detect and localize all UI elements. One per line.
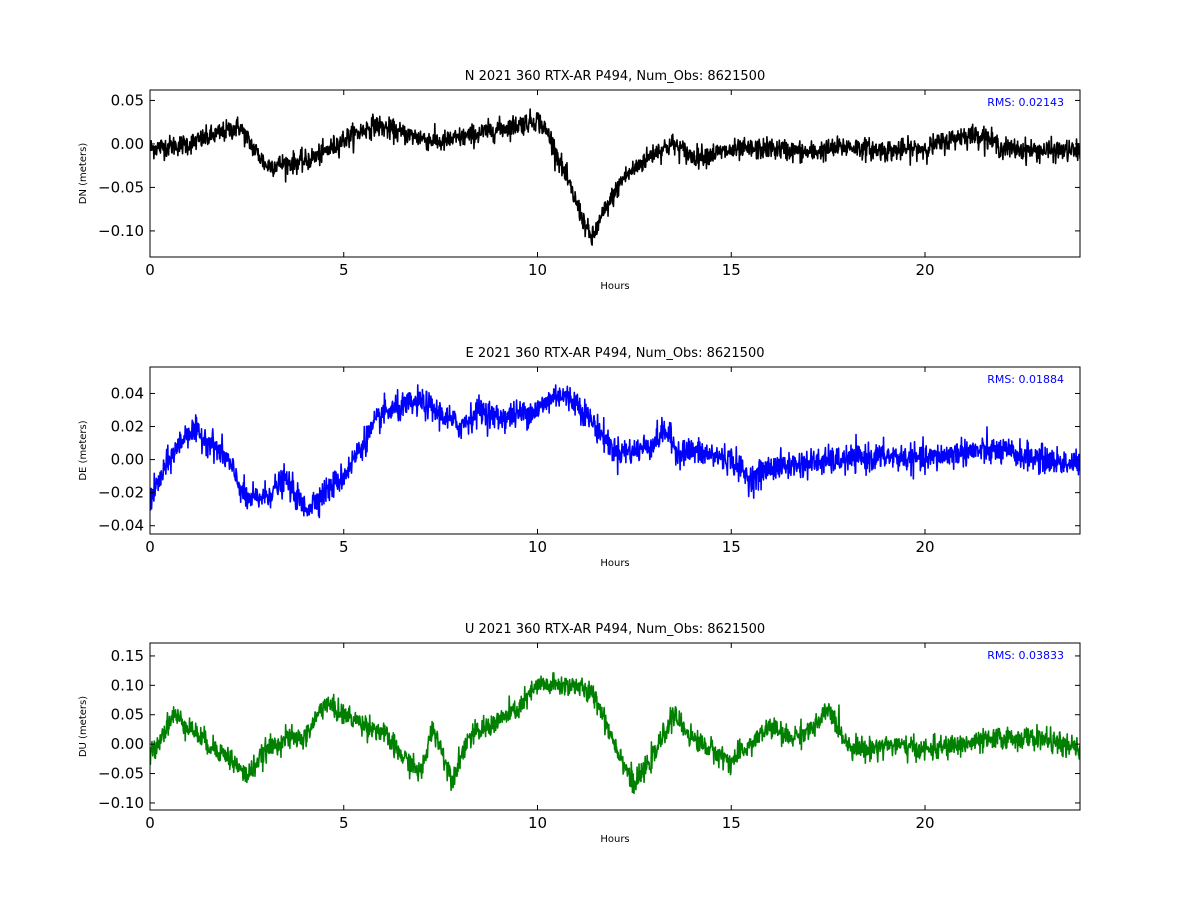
u-y-tick-label: 0.05 <box>111 706 144 724</box>
u-y-tick-label: 0.15 <box>111 647 144 665</box>
e-y-tick-label: 0.04 <box>111 384 144 402</box>
n-y-tick-label: −0.05 <box>98 178 144 196</box>
n-y-tick-label: 0.00 <box>111 135 144 153</box>
n-y-axis-label: DN (meters) <box>78 143 89 205</box>
e-panel: E 2021 360 RTX-AR P494, Num_Obs: 8621500… <box>78 346 1081 569</box>
e-y-tick-label: 0.00 <box>111 451 144 469</box>
u-axes-frame <box>149 642 1081 811</box>
u-y-axis-label: DU (meters) <box>78 696 89 757</box>
u-x-tick-label: 20 <box>915 814 934 832</box>
e-series-line <box>150 384 1080 519</box>
u-rms-annotation: RMS: 0.03833 <box>987 649 1064 662</box>
e-y-axis-label: DE (meters) <box>78 420 89 480</box>
u-x-tick-label: 10 <box>528 814 547 832</box>
n-x-tick-label: 5 <box>339 261 349 279</box>
n-y-tick-label: 0.05 <box>111 91 144 109</box>
e-x-tick-label: 5 <box>339 538 349 556</box>
u-series-line <box>150 672 1080 795</box>
e-x-axis-label: Hours <box>600 558 629 569</box>
n-x-tick-label: 0 <box>145 261 155 279</box>
n-x-axis-label: Hours <box>600 281 629 292</box>
e-y-tick-label: −0.04 <box>98 517 144 535</box>
e-x-tick-label: 10 <box>528 538 547 556</box>
u-y-tick-label: −0.05 <box>98 765 144 783</box>
e-rms-annotation: RMS: 0.01884 <box>987 373 1064 386</box>
panels: N 2021 360 RTX-AR P494, Num_Obs: 8621500… <box>78 69 1081 845</box>
e-x-tick-label: 15 <box>722 538 741 556</box>
n-axes-frame <box>149 89 1081 258</box>
e-x-tick-label: 0 <box>145 538 155 556</box>
u-panel: U 2021 360 RTX-AR P494, Num_Obs: 8621500… <box>78 622 1081 845</box>
u-x-tick-label: 15 <box>722 814 741 832</box>
u-y-tick-label: −0.10 <box>98 794 144 812</box>
n-panel: N 2021 360 RTX-AR P494, Num_Obs: 8621500… <box>78 69 1081 292</box>
n-x-tick-label: 10 <box>528 261 547 279</box>
e-axes-frame <box>149 366 1081 535</box>
u-y-tick-label: 0.10 <box>111 676 144 694</box>
n-x-tick-label: 15 <box>722 261 741 279</box>
n-chart-title: N 2021 360 RTX-AR P494, Num_Obs: 8621500 <box>465 69 765 84</box>
e-x-tick-label: 20 <box>915 538 934 556</box>
e-chart-title: E 2021 360 RTX-AR P494, Num_Obs: 8621500 <box>466 346 765 361</box>
u-chart-title: U 2021 360 RTX-AR P494, Num_Obs: 8621500 <box>465 622 765 637</box>
u-x-tick-label: 0 <box>145 814 155 832</box>
n-x-tick-label: 20 <box>915 261 934 279</box>
u-y-tick-label: 0.00 <box>111 735 144 753</box>
n-series-line <box>150 108 1080 246</box>
n-rms-annotation: RMS: 0.02143 <box>987 96 1064 109</box>
e-y-tick-label: 0.02 <box>111 418 144 436</box>
n-y-tick-label: −0.10 <box>98 222 144 240</box>
e-y-tick-label: −0.02 <box>98 484 144 502</box>
u-x-axis-label: Hours <box>600 834 629 845</box>
u-x-tick-label: 5 <box>339 814 349 832</box>
